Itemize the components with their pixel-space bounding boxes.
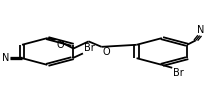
Text: Br: Br (84, 43, 95, 53)
Text: O: O (102, 47, 110, 57)
Text: O: O (56, 40, 64, 50)
Text: Br: Br (173, 68, 184, 78)
Text: N: N (197, 25, 204, 35)
Text: N: N (2, 53, 9, 63)
